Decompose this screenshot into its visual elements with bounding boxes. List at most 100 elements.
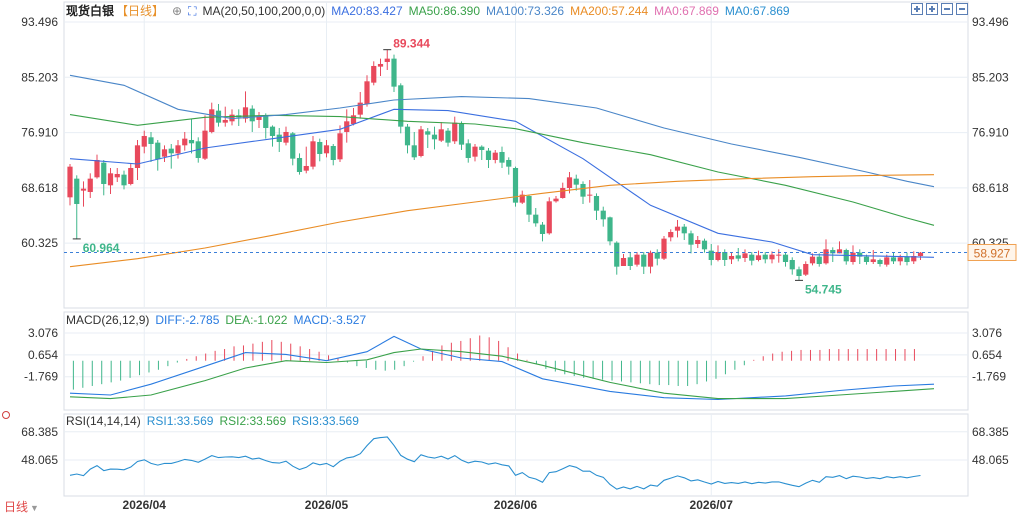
candle-body <box>67 166 73 198</box>
candle-body <box>701 240 708 250</box>
candle-106 <box>782 251 789 267</box>
series-line-ma50 <box>69 114 935 226</box>
series-line-ma100 <box>69 74 935 188</box>
x-tick-label-1: 2026/05 <box>305 498 349 512</box>
crosshair-icon[interactable] <box>911 3 923 15</box>
candle-49 <box>398 83 404 134</box>
candle-63 <box>492 149 498 164</box>
candle-4 <box>94 154 100 179</box>
candle-body <box>809 256 816 264</box>
period-badge[interactable]: 日线 ▼ <box>4 498 39 515</box>
ma0-value-b: MA0:67.869 <box>724 4 790 18</box>
candle-96 <box>715 245 721 262</box>
candle-body <box>87 178 93 192</box>
candle-39 <box>330 143 336 166</box>
candle-body <box>674 226 681 231</box>
candle-body <box>121 174 127 186</box>
candle-47 <box>384 49 390 70</box>
candle-2 <box>80 181 87 207</box>
candle-71 <box>546 197 552 235</box>
candle-body <box>533 214 539 224</box>
candle-124 <box>904 252 910 266</box>
candle-16 <box>175 139 181 159</box>
candle-body <box>249 108 255 122</box>
candle-48 <box>391 54 397 92</box>
zoom-out-icon[interactable] <box>941 3 953 15</box>
price-ytick-left-3: 68.618 <box>21 181 58 195</box>
candle-body <box>222 119 228 123</box>
price-ytick-left-1: 85.203 <box>21 70 58 84</box>
series-line-ma20 <box>69 108 935 258</box>
candle-body <box>715 251 721 260</box>
price-panel: 89.344 60.964 54.745 <box>64 37 968 296</box>
candle-body <box>654 252 660 259</box>
candle-body <box>465 143 471 158</box>
annotation-low-1: 60.964 <box>72 238 120 255</box>
candle-110 <box>809 253 816 266</box>
axis-layer: 93.496 93.496 85.203 85.203 76.910 76.910 68.6… <box>21 15 1017 512</box>
candle-116 <box>850 245 856 265</box>
candle-44 <box>364 75 370 107</box>
candle-body <box>134 145 141 168</box>
candle-57 <box>452 116 458 144</box>
candle-body <box>323 145 330 154</box>
candle-body <box>641 254 647 267</box>
ma50-value: MA50:86.390 <box>408 4 481 18</box>
candle-body <box>789 259 795 270</box>
candle-80 <box>607 216 613 246</box>
candle-27 <box>249 105 255 132</box>
candle-body <box>728 255 735 260</box>
macd-label: MACD(26,12,9) <box>66 313 150 327</box>
candle-68 <box>526 195 532 222</box>
candle-35 <box>303 146 309 174</box>
candle-53 <box>425 127 431 148</box>
candle-60 <box>472 143 478 162</box>
candle-body <box>911 255 917 262</box>
settings-dot-icon[interactable] <box>2 411 10 419</box>
macd-ytick-right-2: -1.769 <box>972 370 1006 384</box>
candle-body <box>668 231 674 238</box>
last-price-tag <box>967 243 1017 261</box>
candle-body <box>877 259 883 264</box>
rsi-ytick-right-0: 68.385 <box>972 425 1009 439</box>
period-label[interactable]: 【日线】 <box>116 4 165 18</box>
candle-body <box>141 135 147 147</box>
candle-body <box>647 252 654 267</box>
candle-12 <box>148 131 154 162</box>
last-price-label: 58.927 <box>974 246 1011 260</box>
ma-settings-icon[interactable]: ⛶ <box>188 4 197 18</box>
candle-111 <box>816 253 822 267</box>
candle-body <box>188 139 195 144</box>
candle-87 <box>654 249 660 266</box>
macd-ytick-left-0: 3.076 <box>28 326 58 340</box>
candle-body <box>357 102 363 115</box>
candle-body <box>769 254 775 260</box>
candle-82 <box>620 253 627 266</box>
candle-body <box>317 141 323 154</box>
dea-value: DEA:-1.022 <box>225 313 288 327</box>
candle-body <box>290 133 296 159</box>
candle-17 <box>182 131 188 151</box>
candle-9 <box>128 163 134 186</box>
candle-body <box>330 145 336 160</box>
zoom-icon[interactable]: ⊕ <box>172 4 183 18</box>
candle-body <box>904 256 910 262</box>
x-tick-label-0: 2026/04 <box>123 498 167 512</box>
close-panel-icon[interactable] <box>956 3 968 15</box>
candle-37 <box>317 138 323 162</box>
candle-105 <box>776 249 782 263</box>
candle-body <box>425 131 431 135</box>
annotation-label: 89.344 <box>393 37 430 51</box>
ma200-value: MA200:57.244 <box>570 4 649 18</box>
candle-32 <box>283 126 289 146</box>
candle-46 <box>377 58 384 76</box>
candle-10 <box>134 139 141 180</box>
candle-30 <box>269 125 276 147</box>
candle-body <box>384 58 390 62</box>
zoom-in-icon[interactable] <box>926 3 938 15</box>
candle-109 <box>803 261 809 276</box>
price-ytick-right-0: 93.496 <box>972 15 1009 29</box>
price-legend: 现货白银 【日线】 ⊕ ⛶ MA(20,50,100,200,0,0) MA20:83.4… <box>66 4 796 18</box>
chevron-down-icon: ▼ <box>30 503 39 513</box>
